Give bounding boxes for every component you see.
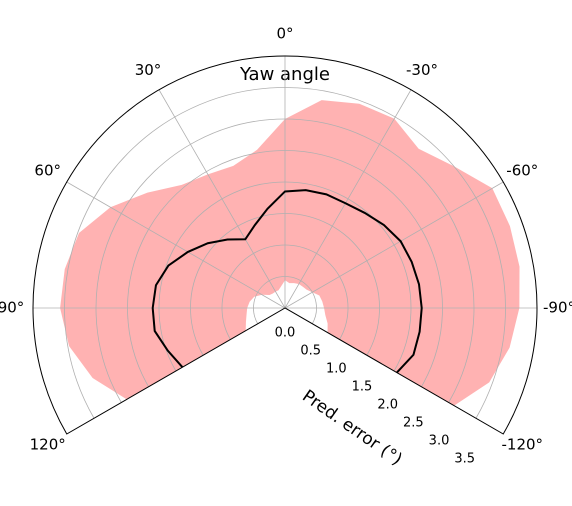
r-tick-label: 1.5 <box>352 379 373 394</box>
angular-grid-line <box>284 181 504 309</box>
polar-frame <box>32 55 538 435</box>
angular-grid-line <box>284 89 412 309</box>
r-tick-label: 0.5 <box>300 343 321 358</box>
theta-tick-label: 90° <box>0 299 24 317</box>
chart-title: Yaw angle <box>239 64 330 85</box>
theta-tick-label: -30° <box>406 61 438 79</box>
r-tick-label: 3.5 <box>454 451 475 466</box>
theta-tick-label: -90° <box>543 299 572 317</box>
mean-line <box>151 189 423 374</box>
theta-tick-label: 120° <box>30 436 66 454</box>
angular-grid-line <box>66 181 286 309</box>
r-tick-label: 1.0 <box>326 361 347 376</box>
error-band <box>60 100 520 406</box>
angular-grid-line <box>158 89 286 309</box>
theta-tick-label: -120° <box>502 436 544 454</box>
theta-tick-label: 60° <box>34 162 61 180</box>
theta-tick-label: 30° <box>135 61 162 79</box>
r-tick-label: 2.0 <box>377 397 398 412</box>
r-tick-label: 0.0 <box>275 326 296 341</box>
theta-tick-label: 0° <box>276 25 293 43</box>
r-tick-label: 2.5 <box>403 415 424 430</box>
r-tick-label: 3.0 <box>429 433 450 448</box>
theta-tick-label: -60° <box>506 162 538 180</box>
